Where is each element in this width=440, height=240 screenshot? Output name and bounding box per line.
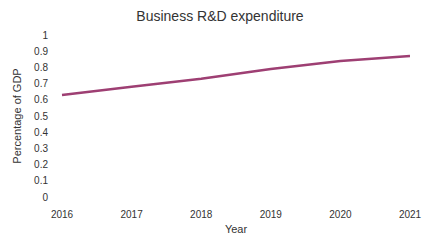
svg-text:2020: 2020 xyxy=(329,209,352,220)
svg-text:2019: 2019 xyxy=(260,209,283,220)
svg-text:0.7: 0.7 xyxy=(34,78,48,89)
svg-text:Year: Year xyxy=(225,223,248,235)
svg-text:1: 1 xyxy=(42,30,48,41)
svg-text:0.4: 0.4 xyxy=(34,127,48,138)
svg-text:Business R&D expenditure: Business R&D expenditure xyxy=(136,8,304,24)
svg-text:0.6: 0.6 xyxy=(34,94,48,105)
svg-text:0.2: 0.2 xyxy=(34,159,48,170)
svg-text:0.3: 0.3 xyxy=(34,143,48,154)
svg-text:0.5: 0.5 xyxy=(34,111,48,122)
svg-text:2017: 2017 xyxy=(120,209,143,220)
svg-text:0: 0 xyxy=(42,192,48,203)
svg-text:0.8: 0.8 xyxy=(34,62,48,73)
svg-text:2016: 2016 xyxy=(51,209,74,220)
svg-text:2018: 2018 xyxy=(190,209,213,220)
svg-text:0.1: 0.1 xyxy=(34,175,48,186)
svg-text:2021: 2021 xyxy=(399,209,422,220)
svg-text:0.9: 0.9 xyxy=(34,46,48,57)
svg-text:Percentage of GDP: Percentage of GDP xyxy=(11,68,23,163)
